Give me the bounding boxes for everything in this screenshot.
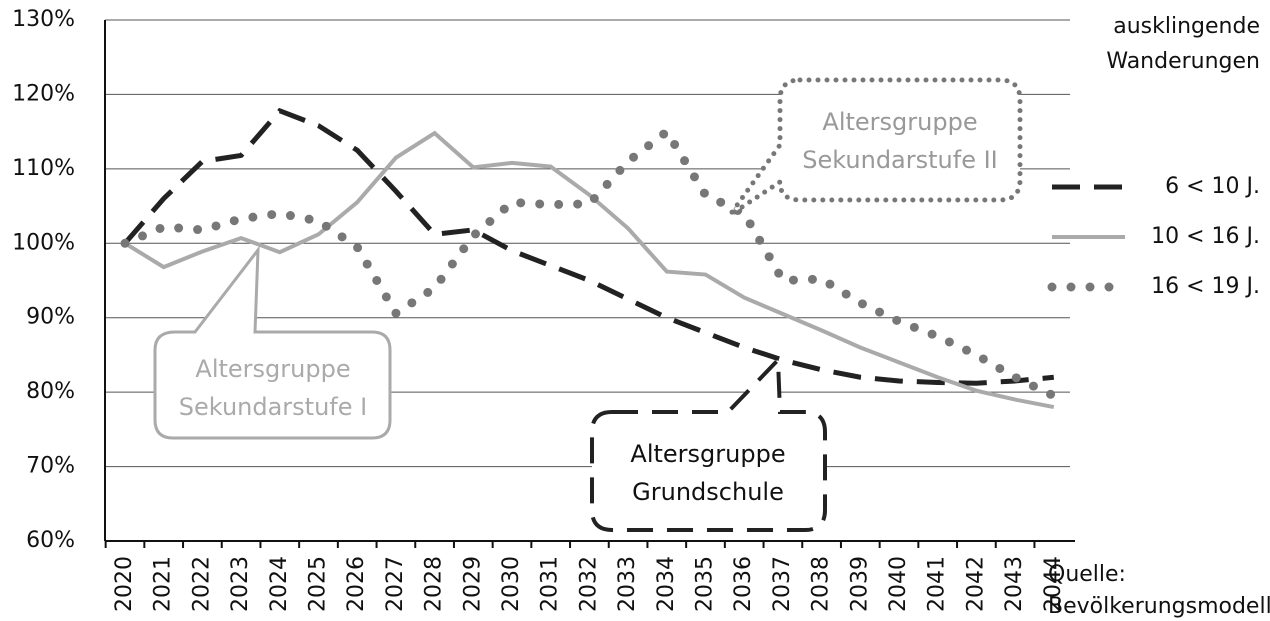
- x-tick-label: 2030: [499, 556, 524, 612]
- callout-sek1: [153, 245, 392, 440]
- annotation: Altersgruppe: [822, 108, 977, 136]
- y-tick-label: 60%: [26, 528, 75, 553]
- x-tick-label: 2028: [422, 556, 447, 612]
- legend-label: 16 < 19 J.: [1151, 274, 1260, 299]
- x-tick-label: 2020: [112, 556, 137, 612]
- source: Quelle:: [1048, 562, 1126, 587]
- x-tick-label: 2037: [770, 556, 795, 612]
- annotation: Altersgruppe: [630, 440, 785, 468]
- callout-sek2: [727, 77, 1023, 218]
- y-tick-label: 90%: [26, 305, 75, 330]
- source: Bevölkerungsmodell: [1048, 594, 1270, 619]
- annotation: Sekundarstufe II: [802, 146, 998, 174]
- y-tick-label: 110%: [12, 156, 75, 181]
- y-tick-label: 80%: [26, 379, 75, 404]
- x-tick-label: 2038: [809, 556, 834, 612]
- callouts: [153, 77, 1023, 532]
- x-tick-label: 2026: [344, 556, 369, 612]
- x-tick-label: 2029: [460, 556, 485, 612]
- annotation: Sekundarstufe I: [179, 393, 367, 421]
- annotation: Altersgruppe: [195, 355, 350, 383]
- x-tick-label: 2040: [886, 556, 911, 612]
- series-line: [123, 107, 1055, 386]
- x-tick-label: 2044: [1041, 556, 1066, 612]
- x-tick-label: 2041: [925, 556, 950, 612]
- series-line: [120, 125, 1059, 401]
- y-tick-label: 120%: [12, 81, 75, 106]
- series-line: [123, 130, 1055, 409]
- x-tick-label: 2027: [383, 556, 408, 612]
- callout-grundschule: [590, 355, 827, 532]
- annotation: Grundschule: [632, 478, 784, 506]
- y-tick-label: 70%: [26, 454, 75, 479]
- x-tick-label: 2031: [538, 556, 563, 612]
- x-tick-label: 2024: [267, 556, 292, 612]
- x-tick-label: 2036: [731, 556, 756, 612]
- x-tick-label: 2021: [151, 556, 176, 612]
- x-tick-label: 2023: [228, 556, 253, 612]
- x-tick-label: 2033: [615, 556, 640, 612]
- x-tick-label: 2043: [1002, 556, 1027, 612]
- x-tick-label: 2034: [654, 556, 679, 612]
- legend-title: ausklingende: [1113, 14, 1260, 39]
- x-tick-label: 2039: [847, 556, 872, 612]
- legend-label: 10 < 16 J.: [1151, 224, 1260, 249]
- legend-title: Wanderungen: [1106, 49, 1260, 74]
- x-tick-label: 2035: [693, 556, 718, 612]
- y-tick-label: 100%: [12, 230, 75, 255]
- x-tick-label: 2042: [963, 556, 988, 612]
- x-tick-label: 2025: [306, 556, 331, 612]
- legend-label: 6 < 10 J.: [1165, 174, 1260, 199]
- x-tick-label: 2022: [189, 556, 214, 612]
- x-tick-label: 2032: [576, 556, 601, 612]
- y-tick-label: 130%: [12, 7, 75, 32]
